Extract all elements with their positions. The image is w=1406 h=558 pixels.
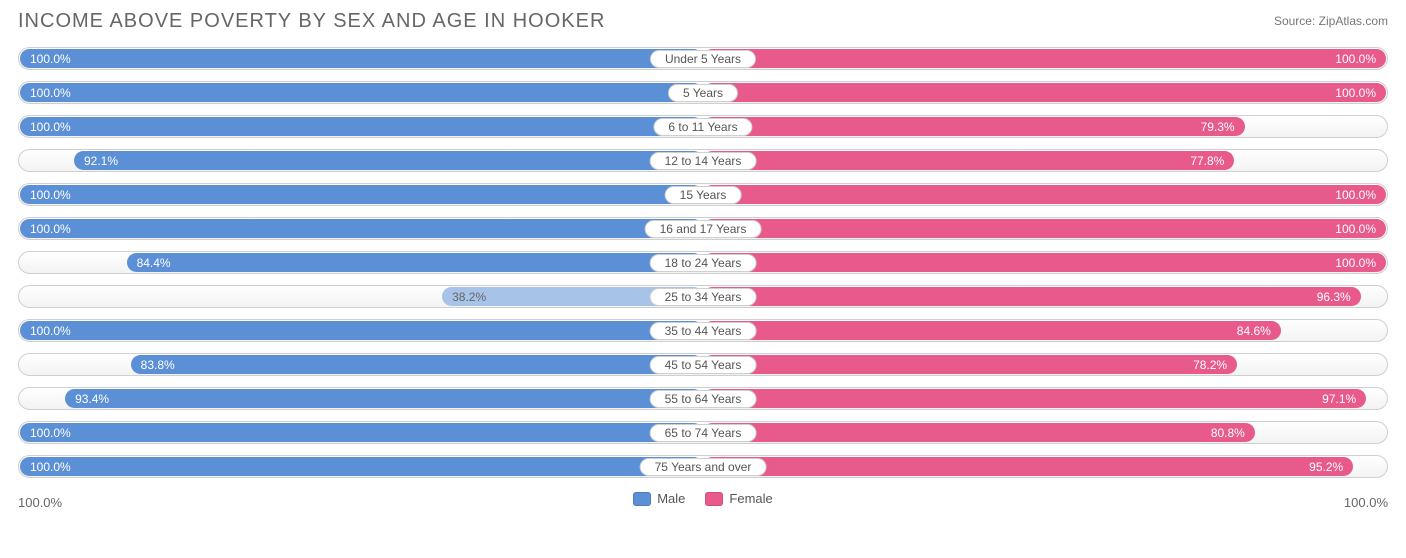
male-bar: 92.1% — [74, 151, 703, 170]
female-value-label: 96.3% — [1317, 290, 1351, 304]
female-bar: 84.6% — [703, 321, 1281, 340]
chart-row: 93.4% 97.1% 55 to 64 Years — [18, 383, 1388, 414]
male-bar: 100.0% — [20, 321, 703, 340]
male-value-label: 100.0% — [30, 86, 71, 100]
category-label: 45 to 54 Years — [650, 356, 757, 374]
chart-source: Source: ZipAtlas.com — [1274, 10, 1388, 28]
chart-row: 100.0% 100.0% 5 Years — [18, 77, 1388, 108]
female-bar: 97.1% — [703, 389, 1366, 408]
male-value-label: 93.4% — [75, 392, 109, 406]
axis-label-left: 100.0% — [18, 495, 62, 510]
butterfly-chart: 100.0% 100.0% Under 5 Years 100.0% 100.0% 5 Y… — [0, 39, 1406, 482]
male-swatch-icon — [633, 492, 651, 506]
male-value-label: 100.0% — [30, 52, 71, 66]
category-label: 15 Years — [665, 186, 742, 204]
category-label: 5 Years — [668, 84, 738, 102]
male-value-label: 83.8% — [141, 358, 175, 372]
female-bar: 95.2% — [703, 457, 1353, 476]
male-bar: 100.0% — [20, 83, 703, 102]
male-bar: 84.4% — [127, 253, 703, 272]
female-value-label: 79.3% — [1201, 120, 1235, 134]
male-value-label: 100.0% — [30, 222, 71, 236]
male-value-label: 100.0% — [30, 188, 71, 202]
male-value-label: 100.0% — [30, 324, 71, 338]
category-label: 6 to 11 Years — [653, 118, 752, 136]
category-label: 55 to 64 Years — [650, 390, 757, 408]
female-value-label: 95.2% — [1309, 460, 1343, 474]
female-value-label: 100.0% — [1335, 52, 1376, 66]
category-label: 16 and 17 Years — [645, 220, 762, 238]
chart-row: 100.0% 100.0% Under 5 Years — [18, 43, 1388, 74]
male-value-label: 100.0% — [30, 460, 71, 474]
female-value-label: 77.8% — [1190, 154, 1224, 168]
legend-item-male: Male — [633, 491, 685, 506]
category-label: 65 to 74 Years — [650, 424, 757, 442]
male-bar: 93.4% — [65, 389, 703, 408]
female-value-label: 100.0% — [1335, 86, 1376, 100]
female-bar: 79.3% — [703, 117, 1245, 136]
female-bar: 96.3% — [703, 287, 1361, 306]
male-bar: 100.0% — [20, 423, 703, 442]
chart-row: 100.0% 84.6% 35 to 44 Years — [18, 315, 1388, 346]
female-bar: 78.2% — [703, 355, 1237, 374]
chart-row: 100.0% 80.8% 65 to 74 Years — [18, 417, 1388, 448]
legend-label-female: Female — [729, 491, 772, 506]
chart-row: 100.0% 79.3% 6 to 11 Years — [18, 111, 1388, 142]
male-bar: 100.0% — [20, 457, 703, 476]
female-value-label: 100.0% — [1335, 256, 1376, 270]
chart-row: 92.1% 77.8% 12 to 14 Years — [18, 145, 1388, 176]
male-bar: 100.0% — [20, 185, 703, 204]
female-bar: 77.8% — [703, 151, 1234, 170]
male-bar: 100.0% — [20, 49, 703, 68]
category-label: 18 to 24 Years — [650, 254, 757, 272]
male-bar: 100.0% — [20, 219, 703, 238]
chart-row: 38.2% 96.3% 25 to 34 Years — [18, 281, 1388, 312]
male-value-label: 100.0% — [30, 120, 71, 134]
category-label: Under 5 Years — [650, 50, 756, 68]
chart-row: 100.0% 100.0% 15 Years — [18, 179, 1388, 210]
female-bar: 100.0% — [703, 253, 1386, 272]
female-value-label: 100.0% — [1335, 222, 1376, 236]
male-bar: 100.0% — [20, 117, 703, 136]
male-value-label: 92.1% — [84, 154, 118, 168]
female-value-label: 78.2% — [1193, 358, 1227, 372]
legend-item-female: Female — [705, 491, 772, 506]
female-value-label: 80.8% — [1211, 426, 1245, 440]
female-value-label: 97.1% — [1322, 392, 1356, 406]
chart-row: 84.4% 100.0% 18 to 24 Years — [18, 247, 1388, 278]
chart-row: 83.8% 78.2% 45 to 54 Years — [18, 349, 1388, 380]
male-bar: 83.8% — [131, 355, 703, 374]
category-label: 25 to 34 Years — [650, 288, 757, 306]
female-value-label: 100.0% — [1335, 188, 1376, 202]
male-value-label: 84.4% — [137, 256, 171, 270]
female-bar: 100.0% — [703, 219, 1386, 238]
female-swatch-icon — [705, 492, 723, 506]
chart-title: INCOME ABOVE POVERTY BY SEX AND AGE IN H… — [18, 10, 605, 33]
female-value-label: 84.6% — [1237, 324, 1271, 338]
male-value-label: 38.2% — [452, 290, 486, 304]
legend-label-male: Male — [657, 491, 685, 506]
chart-row: 100.0% 100.0% 16 and 17 Years — [18, 213, 1388, 244]
female-bar: 100.0% — [703, 83, 1386, 102]
male-value-label: 100.0% — [30, 426, 71, 440]
chart-row: 100.0% 95.2% 75 Years and over — [18, 451, 1388, 482]
axis-label-right: 100.0% — [1344, 495, 1388, 510]
category-label: 75 Years and over — [640, 458, 767, 476]
category-label: 12 to 14 Years — [650, 152, 757, 170]
female-bar: 100.0% — [703, 185, 1386, 204]
chart-legend: Male Female — [18, 489, 1388, 506]
female-bar: 80.8% — [703, 423, 1255, 442]
category-label: 35 to 44 Years — [650, 322, 757, 340]
female-bar: 100.0% — [703, 49, 1386, 68]
